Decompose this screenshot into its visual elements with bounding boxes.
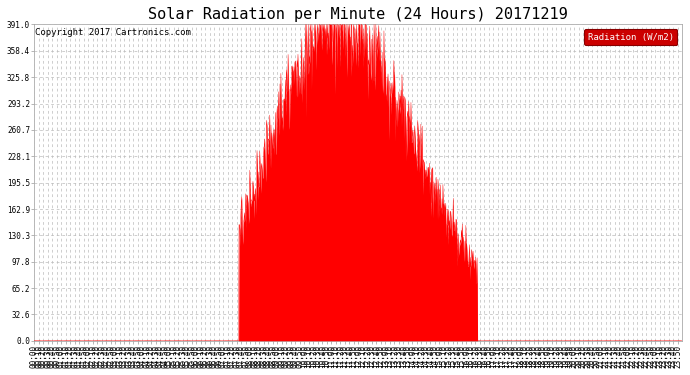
- Title: Solar Radiation per Minute (24 Hours) 20171219: Solar Radiation per Minute (24 Hours) 20…: [148, 7, 568, 22]
- Text: Copyright 2017 Cartronics.com: Copyright 2017 Cartronics.com: [35, 28, 190, 37]
- Legend: Radiation (W/m2): Radiation (W/m2): [584, 29, 678, 45]
